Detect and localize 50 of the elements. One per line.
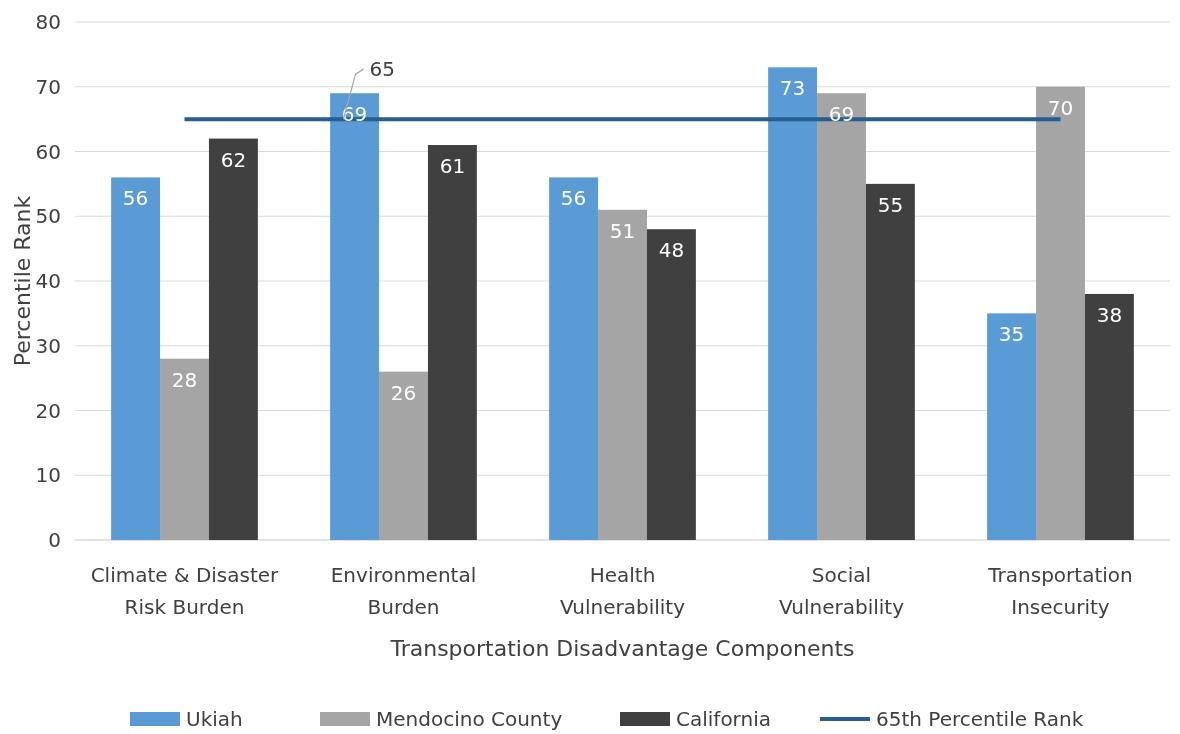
x-tick-label: Transportation Insecurity — [987, 563, 1133, 619]
data-label: 56 — [122, 186, 149, 211]
data-label: 61 — [439, 154, 466, 179]
data-label: 28 — [171, 367, 198, 392]
data-label: 38 — [1096, 302, 1123, 327]
data-label: 56 — [560, 186, 587, 211]
data-label: 51 — [609, 218, 636, 243]
bar — [427, 145, 477, 540]
y-tick-label: 30 — [35, 333, 61, 358]
data-label: 35 — [998, 322, 1025, 347]
bar — [1036, 86, 1085, 540]
x-tick-label: Climate & Disaster Risk Burden — [90, 563, 280, 619]
bar — [111, 177, 161, 540]
data-label: 73 — [779, 76, 806, 101]
bar — [646, 229, 696, 540]
y-tick-label: 0 — [48, 528, 61, 552]
y-tick-label: 50 — [35, 204, 61, 229]
x-tick-label: Environmental Burden — [330, 563, 477, 619]
data-label: 26 — [390, 380, 417, 405]
y-tick-label: 40 — [35, 269, 61, 293]
bar — [160, 358, 209, 540]
x-tick-label: Health Vulnerability — [559, 563, 686, 619]
x-axis-title: Transportation Disadvantage Components — [389, 636, 855, 661]
bar — [817, 93, 866, 540]
y-tick-label: 10 — [35, 463, 61, 488]
bar — [549, 177, 599, 540]
y-tick-label: 70 — [35, 74, 61, 99]
bar — [208, 138, 258, 540]
data-label: 65 — [369, 57, 395, 82]
bar — [768, 67, 818, 540]
legend-label: 65th Percentile Rank — [876, 707, 1084, 731]
data-label: 70 — [1047, 95, 1074, 120]
legend-label: Mendocino County — [376, 707, 563, 731]
y-tick-label: 60 — [35, 139, 61, 164]
x-tick-label: Social Vulnerability — [778, 563, 905, 619]
bar — [330, 93, 380, 540]
bar — [1084, 293, 1134, 540]
data-label: 48 — [658, 238, 685, 263]
legend-label: Ukiah — [186, 707, 243, 731]
data-label: 55 — [877, 192, 904, 217]
y-axis-title: Percentile Rank — [10, 195, 35, 367]
y-tick-label: 80 — [35, 10, 61, 34]
bar — [379, 371, 428, 540]
y-tick-label: 20 — [35, 398, 61, 423]
bar — [865, 183, 915, 540]
data-label: 69 — [341, 102, 368, 127]
legend-label: California — [676, 707, 771, 731]
data-label: 62 — [220, 147, 247, 172]
bar — [598, 209, 647, 540]
bar — [987, 313, 1037, 540]
